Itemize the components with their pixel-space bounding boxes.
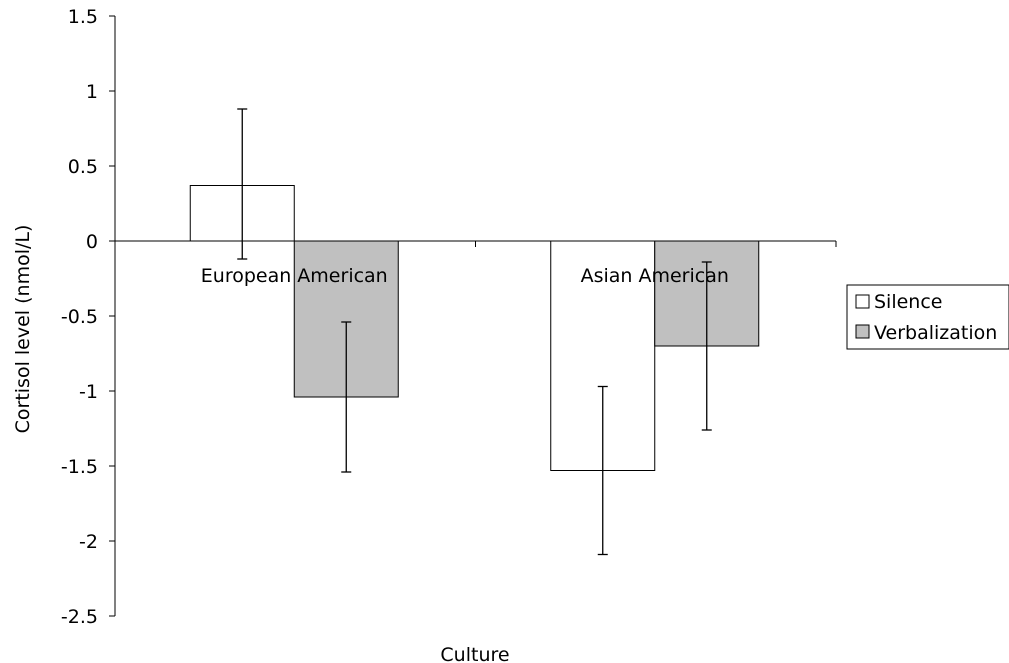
y-tick-label: -1: [79, 381, 98, 403]
y-axis-title: Cortisol level (nmol/L): [12, 225, 34, 434]
category-label: European American: [201, 265, 388, 287]
x-axis-title: Culture: [440, 644, 509, 663]
y-tick-label: -2: [79, 531, 98, 553]
y-tick-label: -0.5: [61, 306, 98, 328]
y-tick-label: 1: [86, 81, 98, 103]
error-bars: [237, 108, 712, 556]
y-tick-label: -1.5: [61, 456, 98, 478]
legend-box: [846, 284, 1009, 350]
y-tick-label: 1.5: [68, 6, 98, 28]
y-tick-label: -2.5: [61, 606, 98, 628]
legend-label-verbalization: Verbalization: [874, 322, 997, 344]
category-labels: European American Asian American: [201, 265, 729, 287]
bars: [189, 185, 760, 471]
legend: Silence Verbalization: [846, 284, 1009, 350]
category-label: Asian American: [581, 265, 729, 287]
zero-baseline: [114, 240, 837, 247]
y-tick-label: 0: [86, 231, 98, 253]
y-tick-label: 0.5: [68, 156, 98, 178]
y-axis: 1.5 1 0.5 0 -0.5 -1 -1.5 -2 -2.5: [61, 6, 116, 628]
legend-swatch-verbalization: [855, 324, 870, 339]
legend-label-silence: Silence: [874, 291, 943, 313]
legend-swatch-silence: [855, 294, 870, 309]
